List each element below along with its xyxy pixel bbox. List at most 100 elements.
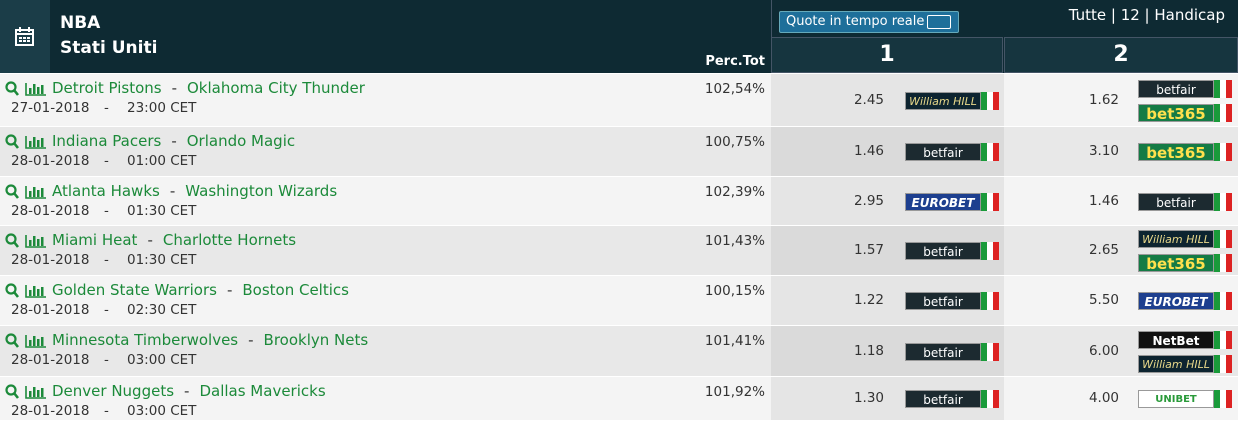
- search-stats-icons: [5, 184, 46, 199]
- bookmaker-logo[interactable]: bet365: [1138, 103, 1214, 123]
- date: 28-01-2018: [11, 153, 90, 169]
- separator: -: [248, 331, 254, 349]
- separator: -: [169, 182, 176, 200]
- date: 28-01-2018: [11, 252, 90, 268]
- odds-value[interactable]: 3.10: [1088, 143, 1119, 159]
- event-icons[interactable]: [5, 384, 47, 400]
- flag-icon: [981, 91, 999, 110]
- odds-value[interactable]: 1.30: [853, 390, 884, 406]
- separator: -: [147, 231, 153, 249]
- away-team[interactable]: Washington Wizards: [185, 182, 338, 200]
- bookmaker-logo[interactable]: bet365: [1138, 143, 1214, 162]
- bookmaker-logo[interactable]: EUROBET: [1138, 292, 1214, 310]
- bookmaker-logo[interactable]: betfair: [1138, 192, 1214, 211]
- home-team[interactable]: Indiana Pacers: [52, 132, 162, 150]
- time: 01:30 CET: [127, 203, 197, 219]
- odds-value[interactable]: 5.50: [1088, 292, 1119, 308]
- flag-icon: [1214, 390, 1232, 408]
- country: Stati Uniti: [60, 38, 158, 58]
- event-icons[interactable]: [5, 333, 47, 349]
- home-team[interactable]: Detroit Pistons: [52, 79, 162, 97]
- odds-value[interactable]: 1.18: [853, 342, 884, 359]
- market-tabs[interactable]: Tutte | 12 | Handicap: [1068, 6, 1225, 24]
- away-team[interactable]: Orlando Magic: [186, 132, 296, 150]
- time: 02:30 CET: [127, 302, 197, 318]
- home-team[interactable]: Atlanta Hawks: [52, 182, 160, 200]
- away-team[interactable]: Boston Celtics: [242, 281, 349, 299]
- calendar-button[interactable]: [0, 0, 50, 73]
- flag-icon: [981, 143, 999, 161]
- odds-value[interactable]: 2.95: [853, 192, 884, 209]
- date: 27-01-2018: [11, 100, 90, 116]
- flag-icon: [1214, 103, 1232, 122]
- search-stats-icons: [5, 384, 46, 399]
- odds-value[interactable]: 2.65: [1088, 242, 1119, 258]
- separator: -: [104, 252, 109, 268]
- match-line: Atlanta Hawks - Washington Wizards: [52, 182, 337, 200]
- separator: -: [104, 153, 109, 169]
- bookmaker-logo[interactable]: betfair: [905, 143, 981, 161]
- odds-value[interactable]: 6.00: [1088, 342, 1119, 359]
- odds-value[interactable]: 2.45: [853, 91, 884, 108]
- date: 28-01-2018: [11, 203, 90, 219]
- event-icons[interactable]: [5, 233, 47, 249]
- match-line: Minnesota Timberwolves - Brooklyn Nets: [52, 331, 368, 349]
- flag-icon: [1214, 254, 1232, 272]
- match-line: Indiana Pacers - Orlando Magic: [52, 132, 295, 150]
- match-line: Miami Heat - Charlotte Hornets: [52, 231, 296, 249]
- odds-value[interactable]: 1.22: [853, 292, 884, 308]
- flag-icon: [1214, 192, 1232, 211]
- event-list: Detroit Pistons - Oklahoma City Thunder 27-…: [0, 74, 1238, 421]
- bookmaker-logo[interactable]: William HILL: [1138, 230, 1214, 248]
- bookmaker-logo[interactable]: EUROBET: [905, 192, 981, 211]
- event-icons[interactable]: [5, 134, 47, 150]
- perc-tot: 101,43%: [704, 233, 765, 249]
- perc-tot: 100,75%: [704, 134, 765, 150]
- bookmaker-logo[interactable]: William HILL: [905, 91, 981, 110]
- away-team[interactable]: Dallas Mavericks: [199, 382, 326, 400]
- odds-value[interactable]: 4.00: [1088, 390, 1119, 406]
- bookmaker-logo[interactable]: betfair: [905, 342, 981, 361]
- home-team[interactable]: Minnesota Timberwolves: [52, 331, 239, 349]
- home-team[interactable]: Denver Nuggets: [52, 382, 175, 400]
- away-team[interactable]: Oklahoma City Thunder: [187, 79, 365, 97]
- home-team[interactable]: Golden State Warriors: [52, 281, 217, 299]
- perc-tot: 100,15%: [704, 283, 765, 299]
- odds-value[interactable]: 1.57: [853, 242, 884, 258]
- col-header-2: 2: [1004, 37, 1238, 73]
- perc-tot: 101,41%: [704, 333, 765, 349]
- event-row: Atlanta Hawks - Washington Wizards 28-01-20…: [0, 177, 1238, 226]
- toggle-icon: [927, 15, 951, 29]
- bookmaker-logo[interactable]: UNIBET: [1138, 390, 1214, 408]
- flag-icon: [981, 292, 999, 310]
- live-odds-button[interactable]: Quote in tempo reale: [779, 11, 959, 33]
- event-icons[interactable]: [5, 184, 47, 200]
- event-icons[interactable]: [5, 81, 47, 97]
- event-icons[interactable]: [5, 283, 47, 299]
- date: 28-01-2018: [11, 352, 90, 368]
- odds-value[interactable]: 1.46: [853, 143, 884, 159]
- search-stats-icons: [5, 81, 46, 96]
- away-team[interactable]: Charlotte Hornets: [162, 231, 297, 249]
- bookmaker-logo[interactable]: William HILL: [1138, 354, 1214, 373]
- bookmaker-logo[interactable]: betfair: [905, 390, 981, 408]
- league-title: NBA: [60, 13, 101, 33]
- bookmaker-logo[interactable]: betfair: [1138, 79, 1214, 98]
- separator: -: [171, 132, 177, 150]
- match-line: Golden State Warriors - Boston Celtics: [52, 281, 349, 299]
- bookmaker-logo[interactable]: NetBet: [1138, 330, 1214, 349]
- odds-value[interactable]: 1.62: [1088, 91, 1119, 108]
- odds-value[interactable]: 1.46: [1088, 192, 1119, 209]
- bookmaker-logo[interactable]: betfair: [905, 292, 981, 310]
- home-team[interactable]: Miami Heat: [52, 231, 138, 249]
- flag-icon: [1214, 330, 1232, 349]
- separator: -: [184, 382, 190, 400]
- header: NBA Stati Uniti Perc.Tot Quote in tempo …: [0, 0, 1238, 73]
- separator: -: [226, 281, 233, 299]
- toolbar: [771, 0, 1238, 37]
- bookmaker-logo[interactable]: bet365: [1138, 254, 1214, 273]
- time: 01:00 CET: [127, 153, 197, 169]
- bookmaker-logo[interactable]: betfair: [905, 242, 981, 260]
- away-team[interactable]: Brooklyn Nets: [263, 331, 369, 349]
